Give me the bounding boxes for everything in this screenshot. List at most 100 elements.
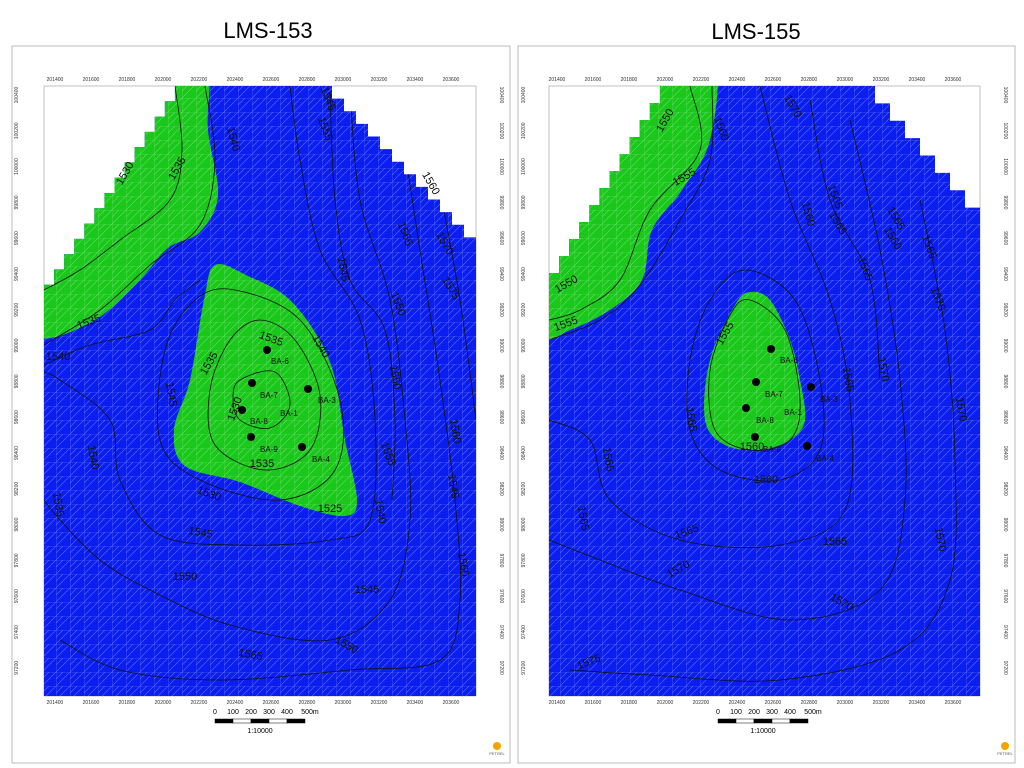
x-axis-label: 203400	[407, 77, 424, 83]
y-axis-label: 100400	[521, 86, 527, 103]
scale-label: 500m	[804, 709, 822, 716]
scale-segment	[789, 718, 809, 724]
y-axis-label: 100200	[1002, 122, 1008, 139]
x-axis-label: 202400	[227, 700, 244, 706]
y-axis-label: 97800	[1002, 553, 1008, 567]
y-axis-label: 99800	[14, 195, 20, 209]
x-axis-label: 203000	[837, 77, 854, 83]
x-axis-label: 201400	[47, 77, 64, 83]
well-marker	[803, 442, 811, 450]
y-axis-label: 99400	[14, 267, 20, 281]
contour-label: 1565	[840, 366, 856, 392]
scale-segment	[286, 718, 306, 724]
y-axis-label: 98000	[1002, 518, 1008, 532]
y-axis-label: 99200	[498, 303, 504, 317]
x-axis-label: 201600	[83, 700, 100, 706]
y-axis-label: 97400	[14, 625, 20, 639]
y-axis-label: 98800	[1002, 374, 1008, 388]
well-label: BA-1	[280, 409, 298, 418]
y-axis-label: 99200	[521, 303, 527, 317]
x-axis-label: 202000	[657, 77, 674, 83]
panel-frame	[11, 45, 511, 764]
well-marker	[752, 378, 760, 386]
y-axis-label: 97800	[14, 553, 20, 567]
logo-icon	[1001, 742, 1009, 750]
contour-line	[232, 370, 291, 429]
y-axis-label: 97200	[521, 661, 527, 675]
y-axis-label: 97400	[498, 625, 504, 639]
mesh	[44, 86, 476, 696]
contour-label: 1560	[447, 418, 463, 444]
contour-label: 1545	[187, 525, 213, 541]
x-axis-label: 201800	[119, 700, 136, 706]
x-axis-label: 201400	[47, 700, 64, 706]
well-label: BA-6	[271, 357, 289, 366]
contour-line	[207, 319, 322, 471]
well-marker	[807, 383, 815, 391]
x-axis-label: 202800	[299, 77, 316, 83]
y-axis-label: 98000	[14, 517, 20, 531]
scale-label: 300	[766, 709, 778, 716]
x-axis-label: 202200	[693, 77, 710, 83]
contour-line	[44, 86, 377, 546]
well-label: BA-3	[318, 396, 336, 405]
y-axis-label: 98400	[521, 446, 527, 460]
contour-line	[44, 86, 183, 291]
contour-label: 1565	[683, 406, 699, 432]
y-axis-label: 99000	[521, 338, 527, 352]
x-axis-label: 203400	[909, 77, 926, 83]
y-axis-label: 97200	[14, 661, 20, 675]
logo-text: PETREL	[489, 751, 505, 756]
scale-segment	[268, 718, 288, 724]
contour-label: 1545	[355, 584, 379, 596]
y-axis-label: 99800	[521, 195, 527, 209]
well-label: BA-3	[820, 395, 838, 404]
x-axis-label: 202400	[729, 700, 746, 706]
y-axis-label: 98200	[14, 482, 20, 496]
contour-line	[549, 86, 703, 321]
x-axis-label: 203600	[443, 700, 460, 706]
surface	[549, 86, 980, 696]
y-axis-label: 97800	[498, 553, 504, 567]
contour-label: 1550	[387, 364, 403, 390]
contour-line	[549, 86, 714, 341]
well-label: BA-9	[260, 445, 278, 454]
scale-segment	[753, 718, 773, 724]
y-axis-label: 100200	[521, 122, 527, 139]
y-axis-label: 99600	[1002, 231, 1008, 245]
x-axis-label: 203000	[837, 700, 854, 706]
x-axis-label: 201600	[585, 700, 602, 706]
contour-line	[157, 288, 345, 501]
scale-ratio: 1:10000	[750, 728, 775, 735]
x-axis-label: 201800	[621, 700, 638, 706]
contour-label: 1565	[575, 505, 591, 531]
contour-label: 1550	[173, 571, 197, 583]
well-marker	[767, 345, 775, 353]
y-axis-label: 99400	[1002, 267, 1008, 281]
well-label: BA-1	[784, 408, 802, 417]
contour-line	[686, 269, 825, 482]
x-axis-label: 201600	[83, 77, 100, 83]
x-axis-label: 202000	[155, 700, 172, 706]
contour-label: 1570	[953, 396, 969, 422]
x-axis-label: 202000	[657, 700, 674, 706]
scale-segment	[214, 718, 234, 724]
well-label: BA-8	[250, 417, 268, 426]
x-axis-label: 203600	[945, 700, 962, 706]
scale-label: 100	[730, 709, 742, 716]
contour-label: 1540	[372, 498, 388, 524]
x-axis-label: 201400	[549, 77, 566, 83]
x-axis-label: 202600	[263, 700, 280, 706]
y-axis-label: 98200	[498, 482, 504, 496]
y-axis-label: 99200	[1002, 303, 1008, 317]
contour-label: 1545	[335, 256, 351, 282]
y-axis-label: 98400	[1002, 446, 1008, 460]
y-axis-label: 98200	[521, 482, 527, 496]
y-axis-label: 99600	[521, 231, 527, 245]
x-axis-label: 202200	[191, 77, 208, 83]
y-axis-label: 98400	[14, 446, 20, 460]
contour-label: 1540	[46, 351, 70, 363]
well-label: BA-7	[765, 390, 783, 399]
y-axis-label: 98600	[1002, 410, 1008, 424]
x-axis-label: 203200	[873, 77, 890, 83]
